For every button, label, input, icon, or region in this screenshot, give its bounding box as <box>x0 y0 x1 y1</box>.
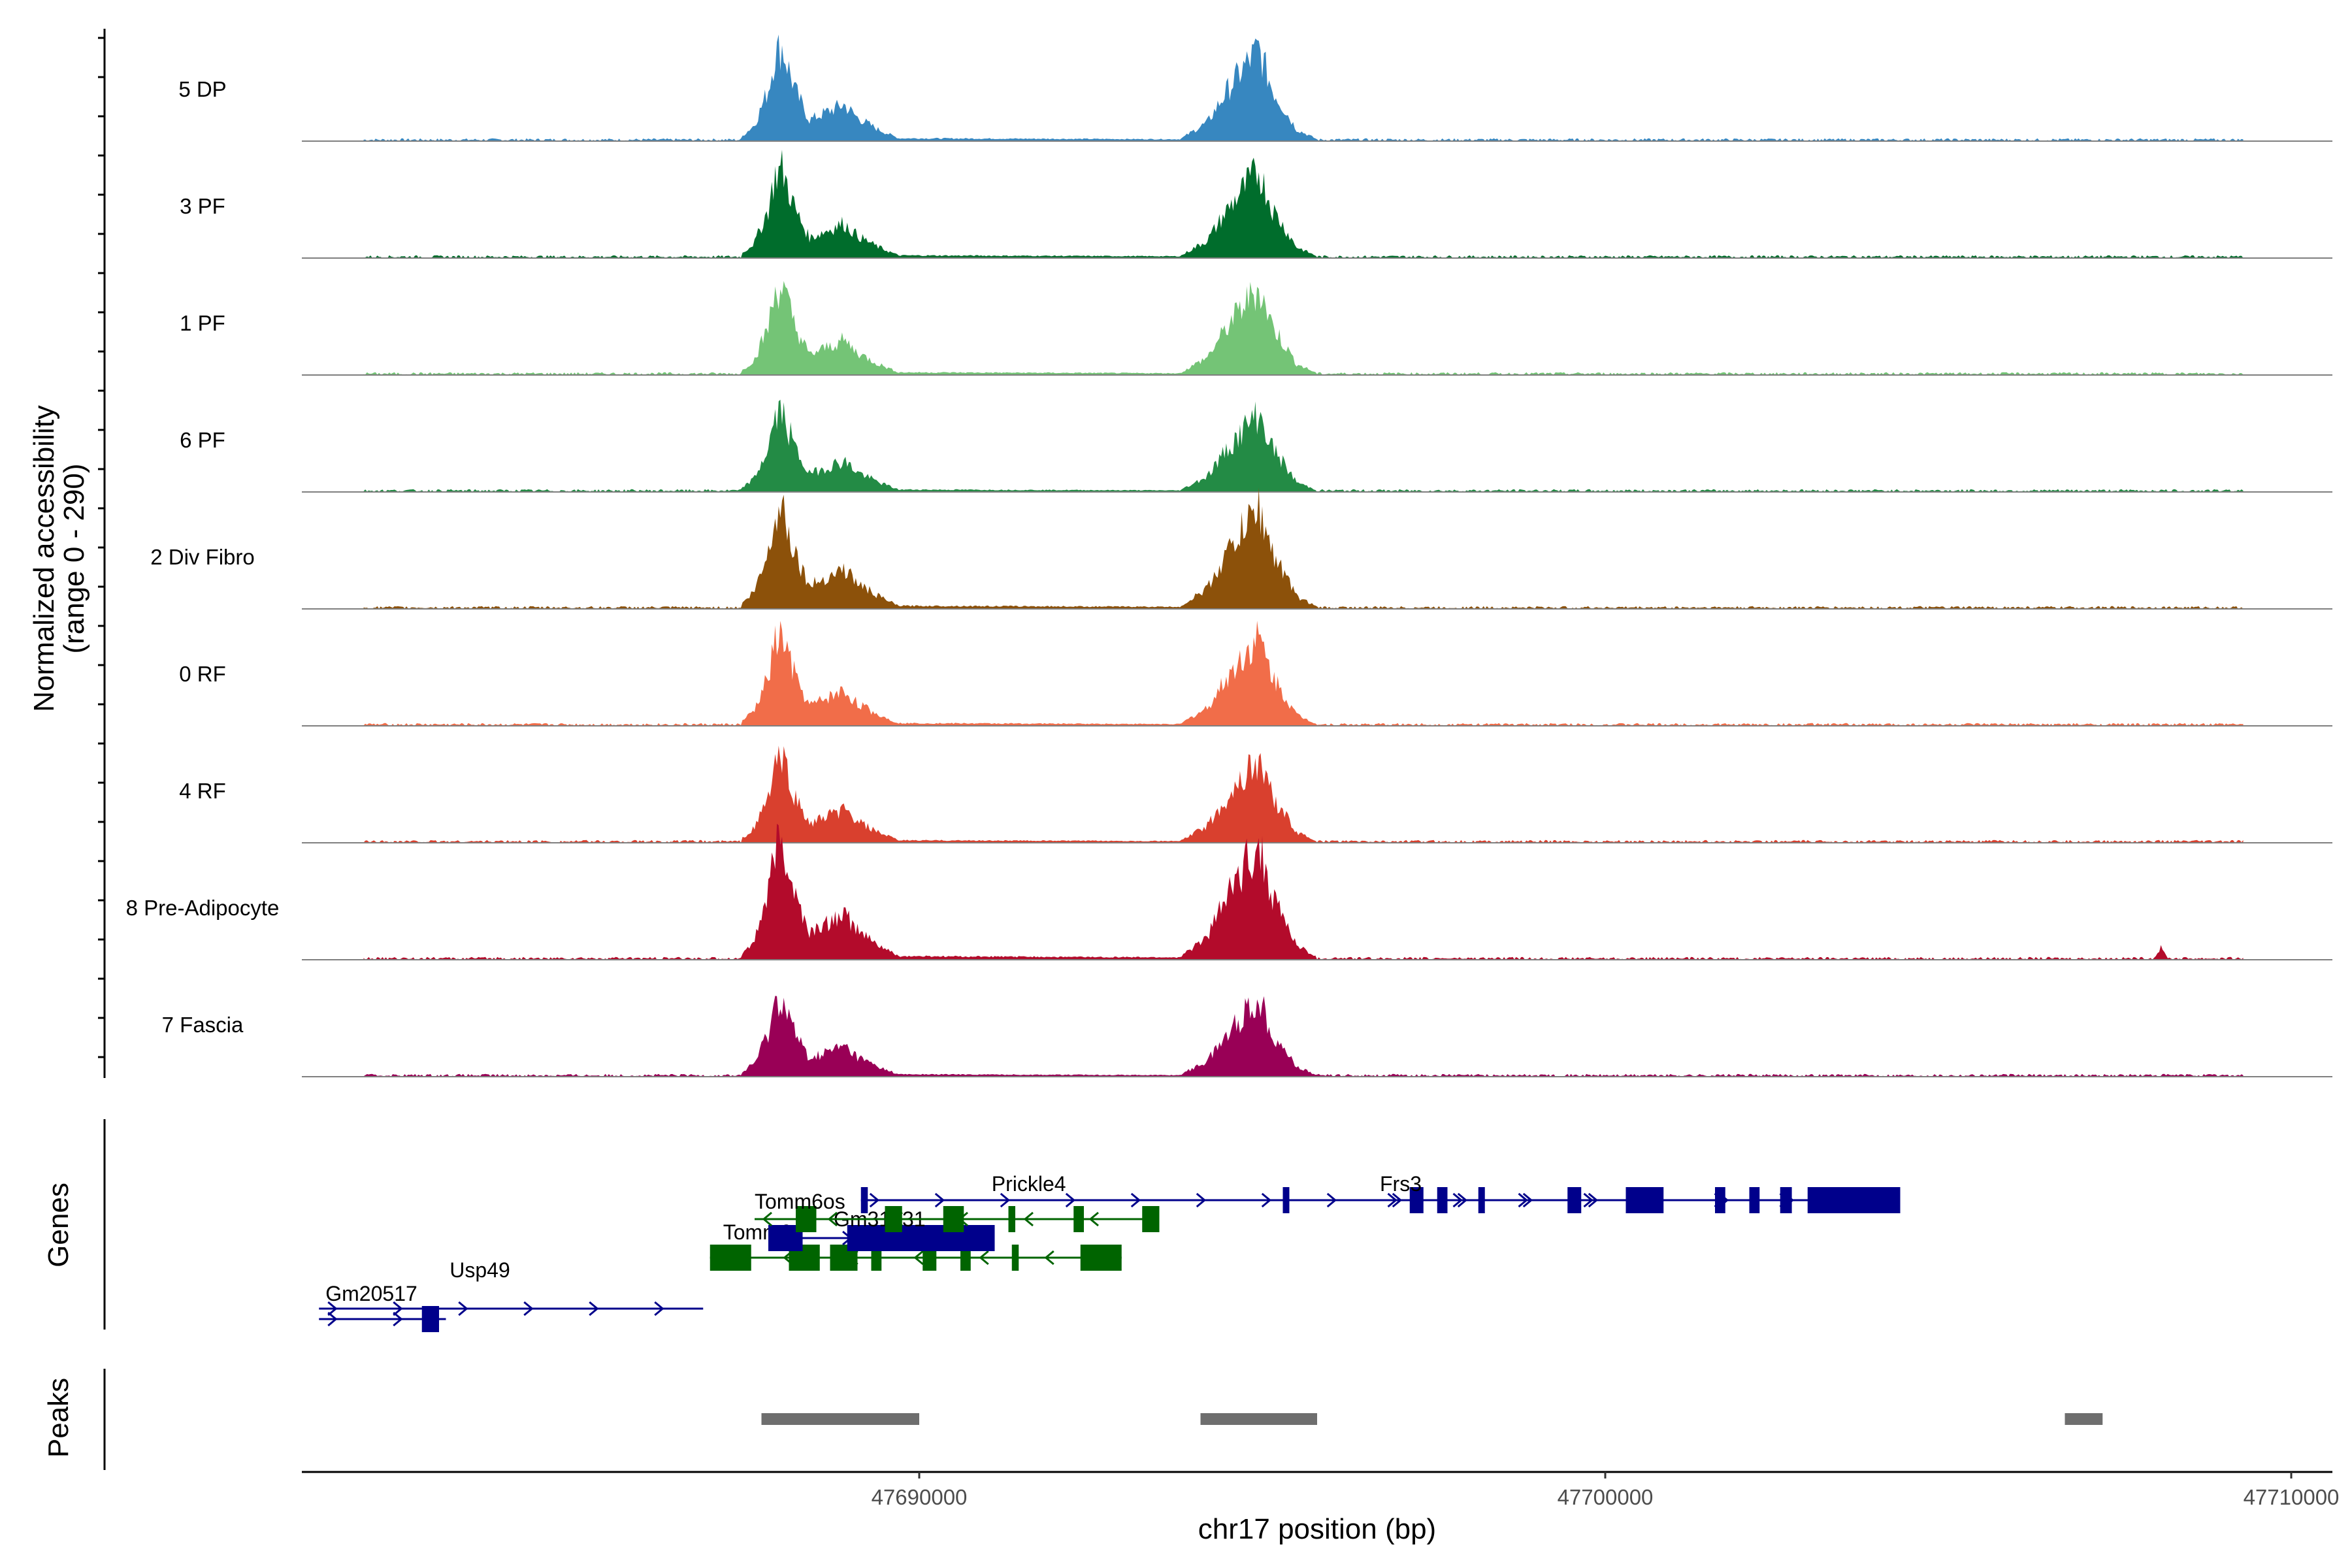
coverage-area <box>363 823 2244 960</box>
track-label: 8 Pre-Adipocyte <box>126 896 280 920</box>
track-label: 3 PF <box>180 194 225 218</box>
x-tick-label: 47710000 <box>2244 1485 2340 1509</box>
gene-tomm6: Tomm6 <box>710 1220 1122 1271</box>
exon <box>796 1206 817 1232</box>
strand-arrow <box>523 1301 534 1316</box>
gene-tomm6os: Tomm6os <box>755 1190 1160 1232</box>
peak <box>1200 1413 1317 1425</box>
strand-arrow <box>913 1250 924 1266</box>
track-8-pre-adipocyte: 8 Pre-Adipocyte <box>126 823 2332 960</box>
strand-arrow <box>654 1301 664 1316</box>
coverage-area <box>363 34 2244 142</box>
strand-arrow <box>1044 1250 1054 1266</box>
strand-arrow <box>1065 1192 1076 1208</box>
track-4-rf: 4 RF <box>179 745 2332 843</box>
gene-label: Usp49 <box>449 1258 510 1282</box>
exon <box>1142 1206 1160 1232</box>
coverage-tracks: 5 DP 3 PF 1 PF 6 PF 2 Div Fibro 0 RF 4 RF 8 Pre… <box>126 34 2332 1077</box>
coverage-area <box>363 745 2244 843</box>
y-axis-range: (range 0 - 290) <box>58 463 90 653</box>
peak <box>761 1413 919 1425</box>
strand-arrow <box>1130 1192 1141 1208</box>
strand-arrow <box>1000 1192 1011 1208</box>
coverage-area <box>363 621 2244 726</box>
exon <box>1011 1245 1019 1271</box>
coverage-area <box>363 996 2244 1077</box>
strand-arrow <box>1452 1192 1463 1208</box>
exon <box>1073 1206 1084 1232</box>
peaks-panel-title: Peaks <box>42 1378 74 1458</box>
x-axis-title: chr17 position (bp) <box>1198 1513 1436 1545</box>
strand-arrow <box>1326 1192 1337 1208</box>
coverage-area <box>363 399 2244 492</box>
strand-arrow <box>589 1301 599 1316</box>
genes-panel-title: Genes <box>42 1183 74 1267</box>
coverage-y-ticks <box>98 37 105 1058</box>
strand-arrow <box>827 1211 838 1227</box>
exon <box>1080 1245 1122 1271</box>
strand-arrow <box>1844 1192 1855 1208</box>
gene-gm20517: Gm20517 <box>319 1282 446 1332</box>
coverage-area <box>363 487 2244 609</box>
track-label: 4 RF <box>179 779 226 803</box>
track-1-pf: 1 PF <box>180 281 2332 376</box>
x-axis-ticks: 47690000 47700000 47710000 <box>872 1472 2340 1509</box>
track-label: 2 Div Fibro <box>150 545 255 569</box>
gene-label: Gm20517 <box>325 1282 417 1305</box>
strand-arrow <box>327 1301 338 1316</box>
track-3-pf: 3 PF <box>180 150 2332 259</box>
strand-arrow <box>1387 1192 1397 1208</box>
exon <box>720 1245 734 1271</box>
strand-arrow <box>934 1192 945 1208</box>
peak <box>2065 1413 2103 1425</box>
exon <box>885 1206 902 1232</box>
exon <box>847 1225 995 1251</box>
strand-arrow <box>1583 1192 1593 1208</box>
strand-arrow <box>979 1250 989 1266</box>
strand-arrow <box>1023 1211 1034 1227</box>
strand-arrow <box>762 1211 772 1227</box>
exon <box>860 1187 868 1213</box>
track-label: 0 RF <box>179 662 226 686</box>
strand-arrow <box>1196 1192 1207 1208</box>
track-0-rf: 0 RF <box>179 621 2332 727</box>
exon <box>1282 1187 1290 1213</box>
strand-arrow <box>1088 1211 1099 1227</box>
x-tick-label: 47690000 <box>872 1485 968 1509</box>
coverage-area <box>363 281 2244 375</box>
gene-label: Tomm6os <box>755 1190 845 1213</box>
strand-arrow <box>869 1192 880 1208</box>
strand-arrow <box>1779 1192 1789 1208</box>
strand-arrow <box>1261 1192 1272 1208</box>
exon <box>1008 1206 1015 1232</box>
track-5-dp: 5 DP <box>178 34 2332 142</box>
strand-arrow <box>393 1311 403 1327</box>
track-2-div-fibro: 2 Div Fibro <box>150 487 2332 610</box>
gene-label: Frs3 <box>1380 1172 1422 1196</box>
exon <box>421 1306 439 1332</box>
track-6-pf: 6 PF <box>180 399 2332 493</box>
y-axis-title: Normalized accessibility <box>28 405 60 711</box>
track-label: 1 PF <box>180 311 225 335</box>
x-tick-label: 47700000 <box>1558 1485 1654 1509</box>
coverage-area <box>363 150 2244 258</box>
strand-arrow <box>458 1301 468 1316</box>
exon <box>943 1206 964 1232</box>
track-7-fascia: 7 Fascia <box>162 996 2332 1077</box>
strand-arrow <box>1518 1192 1528 1208</box>
strand-arrow <box>1714 1192 1724 1208</box>
gene-frs3: Frs3 <box>1379 1172 1901 1208</box>
track-label: 5 DP <box>178 77 226 101</box>
gene-usp49: Usp49 <box>319 1258 704 1316</box>
track-label: 7 Fascia <box>162 1013 244 1037</box>
gene-label: Prickle4 <box>992 1172 1066 1196</box>
track-label: 6 PF <box>180 428 225 452</box>
strand-arrow <box>393 1301 403 1316</box>
peak-track <box>761 1413 2103 1425</box>
strand-arrow <box>1648 1192 1659 1208</box>
strand-arrow <box>327 1311 338 1327</box>
